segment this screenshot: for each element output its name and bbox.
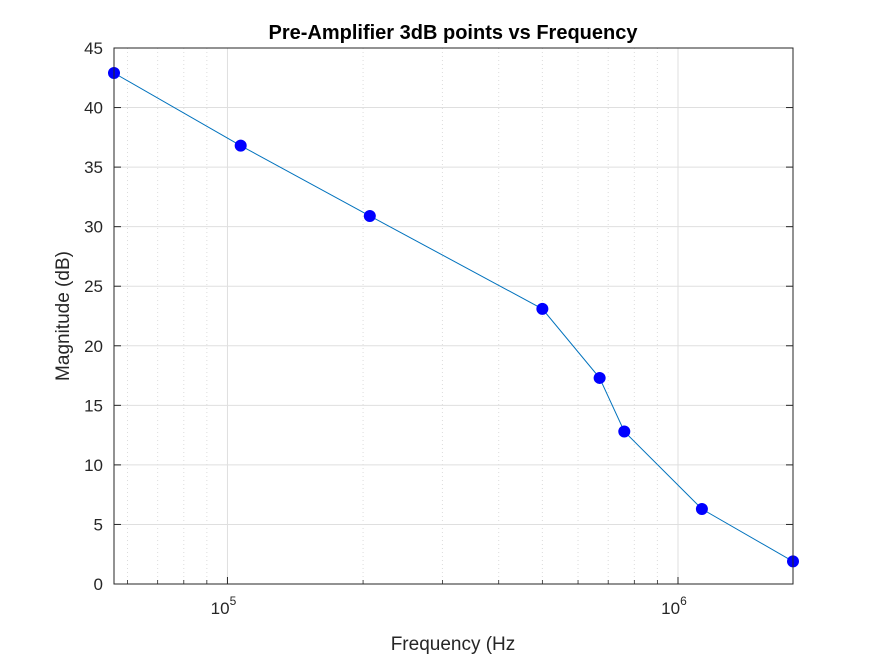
y-tick-label: 45: [84, 39, 103, 58]
chart-title: Pre-Amplifier 3dB points vs Frequency: [269, 22, 639, 44]
x-tick-label: 105: [211, 594, 237, 618]
y-axis-label: Magnitude (dB): [53, 251, 74, 381]
x-tick-label-exponent: 6: [680, 594, 687, 608]
minor-grid: [126, 48, 658, 584]
data-point: [618, 425, 631, 438]
y-tick-label: 30: [84, 218, 103, 237]
data-point: [363, 209, 376, 222]
y-tick-label: 10: [84, 456, 103, 475]
y-tick-label: 40: [84, 99, 103, 118]
data-point: [695, 502, 708, 515]
x-tick-label-base: 10: [211, 599, 230, 618]
x-tick-labels: 105 106: [211, 594, 687, 618]
y-tick-labels: 0 5 10 15 20 25 30 35 40 45: [84, 39, 103, 594]
x-tick-label: 106: [661, 594, 687, 618]
data-point: [593, 371, 606, 384]
tick-marks: [114, 47, 793, 585]
x-tick-label-exponent: 5: [230, 594, 237, 608]
plot-area: [114, 48, 793, 584]
series-line: [113, 72, 794, 562]
y-tick-label: 5: [94, 515, 103, 534]
y-tick-label: 35: [84, 158, 103, 177]
y-tick-label: 25: [84, 277, 103, 296]
data-point: [536, 302, 549, 315]
y-tick-label: 20: [84, 337, 103, 356]
axes-box: [113, 47, 794, 585]
data-point: [234, 139, 247, 152]
y-tick-label: 15: [84, 396, 103, 415]
x-axis-label: Frequency (Hz: [391, 634, 516, 655]
x-tick-label-base: 10: [661, 599, 680, 618]
y-tick-label: 0: [94, 575, 103, 594]
